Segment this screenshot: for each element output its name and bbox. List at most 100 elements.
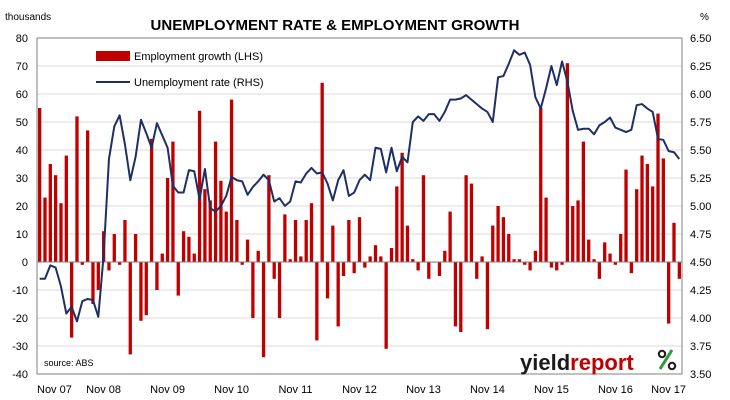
x-tick-label: Nov 16 (598, 384, 633, 396)
employment-bar (192, 253, 196, 262)
employment-bar (107, 262, 111, 271)
logo-text: yieldreport (520, 350, 634, 375)
left-tick-label: 10 (16, 229, 28, 241)
right-tick-label: 5.25 (690, 173, 711, 185)
right-tick-label: 5.00 (690, 201, 711, 213)
source-note: source: ABS (44, 358, 94, 368)
employment-bar (363, 262, 367, 268)
employment-bar (635, 189, 639, 262)
right-tick-label: 4.50 (690, 257, 711, 269)
employment-bar (117, 262, 122, 265)
employment-bar (528, 262, 532, 271)
left-axis-ticks: 80 70 60 50 40 30 20 10 0 -10 -20 -30 -40 (12, 33, 28, 381)
left-tick-label: -40 (12, 369, 28, 381)
unemployment-rate-line (39, 49, 681, 323)
employment-bar (576, 200, 580, 262)
employment-bar (565, 63, 570, 263)
employment-bar (54, 175, 58, 262)
employment-bar (405, 225, 410, 262)
employment-bar (629, 262, 634, 274)
x-tick-label: Nov 09 (150, 384, 185, 396)
employment-bar (421, 175, 426, 262)
left-tick-label: 60 (16, 89, 28, 101)
left-tick-label: 30 (16, 173, 28, 185)
employment-bar (144, 262, 148, 316)
employment-bar (352, 262, 356, 274)
employment-bar (523, 262, 527, 265)
employment-bar (165, 178, 170, 262)
employment-bar (560, 262, 564, 265)
employment-bar (437, 262, 442, 276)
employment-bar (368, 256, 372, 262)
employment-bar (187, 236, 191, 262)
employment-bar (91, 262, 95, 304)
employment-bar (283, 214, 287, 262)
left-tick-label: 40 (16, 145, 28, 157)
chart-title: UNEMPLOYMENT RATE & EMPLOYMENT GROWTH (151, 17, 520, 34)
employment-bar (43, 197, 47, 262)
employment-bar (160, 253, 164, 262)
employment-bar (245, 239, 250, 262)
employment-bar (235, 220, 239, 262)
employment-bar (251, 262, 255, 318)
employment-bar (667, 262, 671, 324)
employment-bar (85, 130, 90, 262)
left-axis-unit: thousands (5, 12, 51, 23)
employment-bar (677, 262, 681, 279)
left-tick-label: 70 (16, 61, 28, 73)
logo-text-yield: yield (520, 350, 570, 375)
employment-bar (507, 234, 511, 262)
employment-bar (155, 262, 159, 290)
x-axis-ticks: Nov 07 Nov 08 Nov 09 Nov 10 Nov 11 Nov 12 Nov … (37, 384, 686, 396)
employment-bar (203, 189, 207, 262)
employment-bar (224, 211, 228, 262)
employment-bar (475, 262, 479, 279)
employment-bar (581, 141, 586, 262)
x-tick-label: Nov 10 (214, 384, 249, 396)
employment-bar (181, 231, 186, 262)
employment-bar (70, 262, 74, 338)
right-tick-label: 3.75 (690, 341, 711, 353)
employment-bar (38, 108, 42, 262)
employment-bar (336, 262, 340, 327)
employment-bar (624, 169, 628, 262)
employment-bar (651, 186, 655, 262)
employment-bar (603, 242, 607, 262)
employment-bar (357, 217, 362, 262)
employment-bar (299, 256, 303, 262)
right-axis-unit: % (700, 12, 709, 23)
employment-bar (149, 138, 154, 262)
unemployment-line (39, 49, 681, 323)
employment-bar (661, 158, 665, 262)
right-tick-label: 3.50 (690, 369, 711, 381)
employment-bar (123, 220, 127, 262)
left-tick-label: 0 (22, 257, 28, 269)
x-tick-label: Nov 14 (470, 384, 505, 396)
employment-bar (64, 155, 68, 262)
employment-bar (208, 200, 212, 262)
employment-bar (501, 217, 506, 262)
x-tick-label: Nov 11 (278, 384, 312, 396)
x-tick-label: Nov 12 (342, 384, 377, 396)
employment-bar (139, 262, 143, 321)
employment-bar (453, 262, 458, 327)
employment-bar (379, 256, 383, 262)
employment-bar (325, 262, 330, 299)
employment-bar (277, 262, 282, 318)
legend: Employment growth (LHS) Unemployment rat… (96, 51, 264, 89)
employment-growth-bars (38, 63, 681, 358)
left-tick-label: 80 (16, 33, 28, 45)
legend-bar-swatch (96, 51, 130, 61)
employment-bar (347, 220, 351, 262)
right-tick-label: 5.50 (690, 145, 711, 157)
employment-bar (213, 141, 218, 262)
logo-text-report: report (570, 350, 634, 375)
employment-bar (485, 262, 490, 330)
employment-bar (75, 116, 79, 263)
employment-bar (571, 206, 575, 262)
employment-bar (309, 203, 314, 262)
employment-bar (619, 234, 623, 262)
left-tick-label: -10 (12, 285, 28, 297)
